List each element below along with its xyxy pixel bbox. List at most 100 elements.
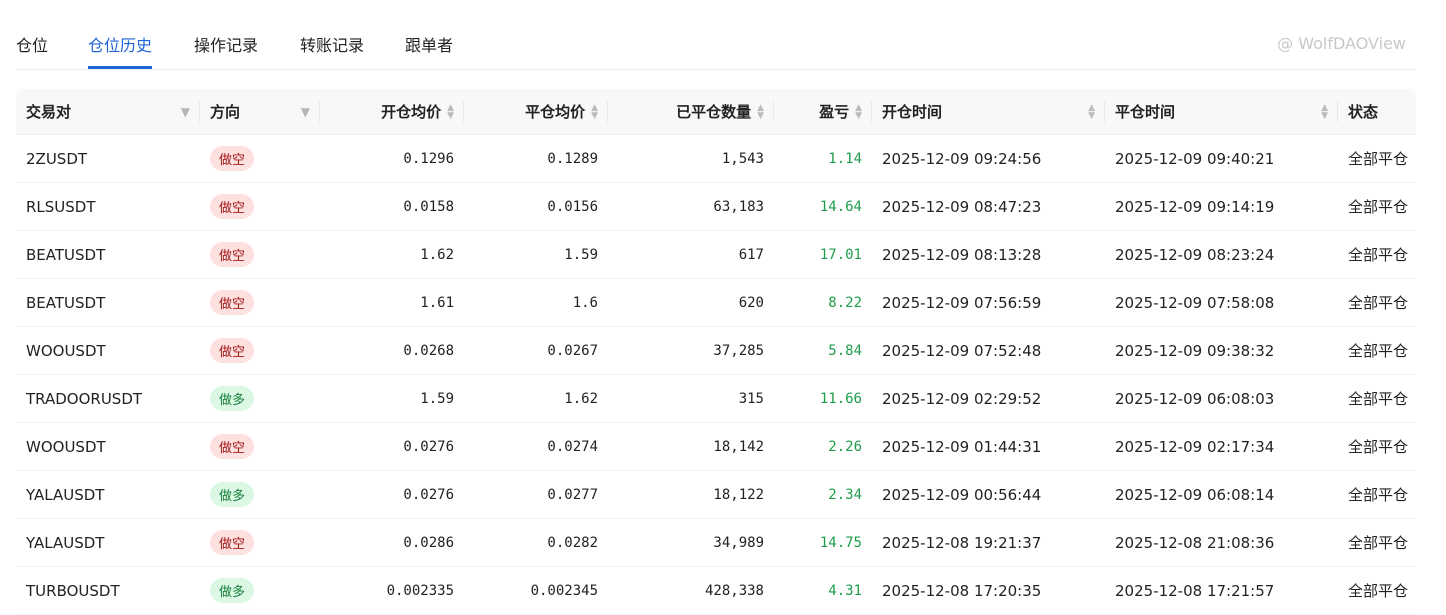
cell-open-price: 0.1296: [320, 135, 464, 182]
direction-badge: 做多: [210, 578, 255, 603]
tab-followers[interactable]: 跟单者: [405, 36, 454, 55]
table-row[interactable]: TRADOORUSDT 做多 1.59 1.62 315 11.66 2025-12-09 …: [16, 375, 1416, 423]
tab-position-history[interactable]: 仓位历史: [88, 32, 153, 69]
sort-icon[interactable]: ▲ ▼: [1088, 102, 1095, 121]
cell-close-time: 2025-12-09 08:23:24: [1105, 231, 1338, 278]
cell-closed-qty: 620: [608, 279, 774, 326]
tab-positions[interactable]: 仓位: [16, 36, 49, 55]
cell-close-price: 0.0267: [464, 327, 608, 374]
cell-open-time: 2025-12-09 07:56:59: [872, 279, 1105, 326]
open-time-value: 2025-12-09 07:56:59: [882, 293, 1042, 312]
cell-close-price: 0.002345: [464, 567, 608, 614]
cell-direction: 做多: [200, 471, 320, 518]
col-close-price[interactable]: 平仓均价 ▲ ▼: [464, 89, 608, 134]
cell-closed-qty: 34,989: [608, 519, 774, 566]
filter-icon[interactable]: ▼: [300, 104, 310, 119]
sort-icon[interactable]: ▲ ▼: [1321, 102, 1328, 121]
pair-value: BEATUSDT: [26, 245, 106, 264]
cell-open-price: 1.62: [320, 231, 464, 278]
cell-close-time: 2025-12-08 21:08:36: [1105, 519, 1338, 566]
tab-transfer-log[interactable]: 转账记录: [300, 36, 365, 55]
cell-status: 全部平仓: [1338, 423, 1416, 470]
table-row[interactable]: YALAUSDT 做多 0.0276 0.0277 18,122 2.34 2025-12-…: [16, 471, 1416, 519]
table-row[interactable]: BEATUSDT 做空 1.62 1.59 617 17.01 2025-12-09 08:…: [16, 231, 1416, 279]
cell-open-time: 2025-12-09 08:13:28: [872, 231, 1105, 278]
cell-close-time: 2025-12-09 06:08:03: [1105, 375, 1338, 422]
close-price-value: 0.0277: [547, 486, 598, 503]
close-time-value: 2025-12-09 09:14:19: [1115, 197, 1275, 216]
cell-direction: 做空: [200, 279, 320, 326]
pnl-value: 11.66: [819, 390, 862, 407]
col-open-price[interactable]: 开仓均价 ▲ ▼: [320, 89, 464, 134]
status-value: 全部平仓: [1348, 246, 1409, 264]
filter-icon[interactable]: ▼: [180, 104, 190, 119]
direction-badge: 做空: [210, 290, 255, 315]
pair-value: 2ZUSDT: [26, 149, 88, 168]
direction-badge: 做多: [210, 386, 255, 411]
cell-pnl: 2.34: [774, 471, 872, 518]
scroll-edge: [1416, 0, 1446, 609]
cell-direction: 做空: [200, 231, 320, 278]
col-closed-qty[interactable]: 已平仓数量 ▲ ▼: [608, 89, 774, 134]
table-row[interactable]: YALAUSDT 做空 0.0286 0.0282 34,989 14.75 2025-12…: [16, 519, 1416, 567]
cell-close-time: 2025-12-09 07:58:08: [1105, 279, 1338, 326]
status-value: 全部平仓: [1348, 342, 1409, 360]
cell-status: 全部平仓: [1338, 279, 1416, 326]
cell-close-price: 0.1289: [464, 135, 608, 182]
table-row[interactable]: WOOUSDT 做空 0.0276 0.0274 18,142 2.26 2025-12-0…: [16, 423, 1416, 471]
pair-value: WOOUSDT: [26, 437, 106, 456]
cell-direction: 做空: [200, 423, 320, 470]
col-open-time[interactable]: 开仓时间 ▲ ▼: [872, 89, 1105, 134]
cell-open-time: 2025-12-09 07:52:48: [872, 327, 1105, 374]
cell-pair: RLSUSDT: [16, 183, 200, 230]
open-price-value: 1.62: [420, 246, 454, 263]
table-row[interactable]: BEATUSDT 做空 1.61 1.6 620 8.22 2025-12-09 07:56…: [16, 279, 1416, 327]
open-price-value: 0.0276: [403, 438, 454, 455]
status-value: 全部平仓: [1348, 150, 1409, 168]
cell-close-time: 2025-12-08 17:21:57: [1105, 567, 1338, 614]
table-row[interactable]: 2ZUSDT 做空 0.1296 0.1289 1,543 1.14 2025-12-09 …: [16, 135, 1416, 183]
open-price-value: 0.002335: [386, 582, 454, 599]
open-price-value: 1.59: [420, 390, 454, 407]
open-time-value: 2025-12-09 08:47:23: [882, 197, 1042, 216]
col-pnl[interactable]: 盈亏 ▲ ▼: [774, 89, 872, 134]
cell-pnl: 17.01: [774, 231, 872, 278]
cell-close-time: 2025-12-09 09:38:32: [1105, 327, 1338, 374]
sort-icon[interactable]: ▲ ▼: [591, 102, 598, 121]
table-row[interactable]: TURBOUSDT 做多 0.002335 0.002345 428,338 4.31 20…: [16, 567, 1416, 615]
cell-open-time: 2025-12-09 01:44:31: [872, 423, 1105, 470]
col-label: 平仓时间: [1115, 103, 1176, 121]
cell-direction: 做空: [200, 183, 320, 230]
direction-badge: 做空: [210, 338, 255, 363]
pnl-value: 4.31: [828, 582, 862, 599]
table-row[interactable]: WOOUSDT 做空 0.0268 0.0267 37,285 5.84 2025-12-0…: [16, 327, 1416, 375]
cell-pair: WOOUSDT: [16, 327, 200, 374]
cell-status: 全部平仓: [1338, 231, 1416, 278]
open-price-value: 0.0276: [403, 486, 454, 503]
table-header: 交易对 ▼ 方向 ▼ 开仓均价 ▲ ▼ 平仓均价 ▲ ▼ 已平仓数量 ▲ ▼ 盈亏 ▲ ▼ 开仓时间…: [16, 89, 1416, 135]
closed-qty-value: 34,989: [713, 534, 764, 551]
cell-open-price: 1.59: [320, 375, 464, 422]
sort-icon[interactable]: ▲ ▼: [447, 102, 454, 121]
close-price-value: 0.0267: [547, 342, 598, 359]
tab-operation-log[interactable]: 操作记录: [194, 36, 259, 55]
close-price-value: 1.6: [572, 294, 598, 311]
closed-qty-value: 315: [738, 390, 764, 407]
pnl-value: 14.64: [819, 198, 862, 215]
table-row[interactable]: RLSUSDT 做空 0.0158 0.0156 63,183 14.64 2025-12-…: [16, 183, 1416, 231]
sort-icon[interactable]: ▲ ▼: [855, 102, 862, 121]
col-close-time[interactable]: 平仓时间 ▲ ▼: [1105, 89, 1338, 134]
open-price-value: 0.1296: [403, 150, 454, 167]
col-label: 盈亏: [819, 103, 850, 121]
pnl-value: 14.75: [819, 534, 862, 551]
cell-status: 全部平仓: [1338, 327, 1416, 374]
cell-open-price: 0.002335: [320, 567, 464, 614]
closed-qty-value: 18,122: [713, 486, 764, 503]
direction-badge: 做空: [210, 434, 255, 459]
close-price-value: 0.002345: [530, 582, 598, 599]
direction-badge: 做多: [210, 482, 255, 507]
sort-icon[interactable]: ▲ ▼: [757, 102, 764, 121]
cell-pnl: 14.75: [774, 519, 872, 566]
cell-close-price: 0.0156: [464, 183, 608, 230]
cell-pair: WOOUSDT: [16, 423, 200, 470]
